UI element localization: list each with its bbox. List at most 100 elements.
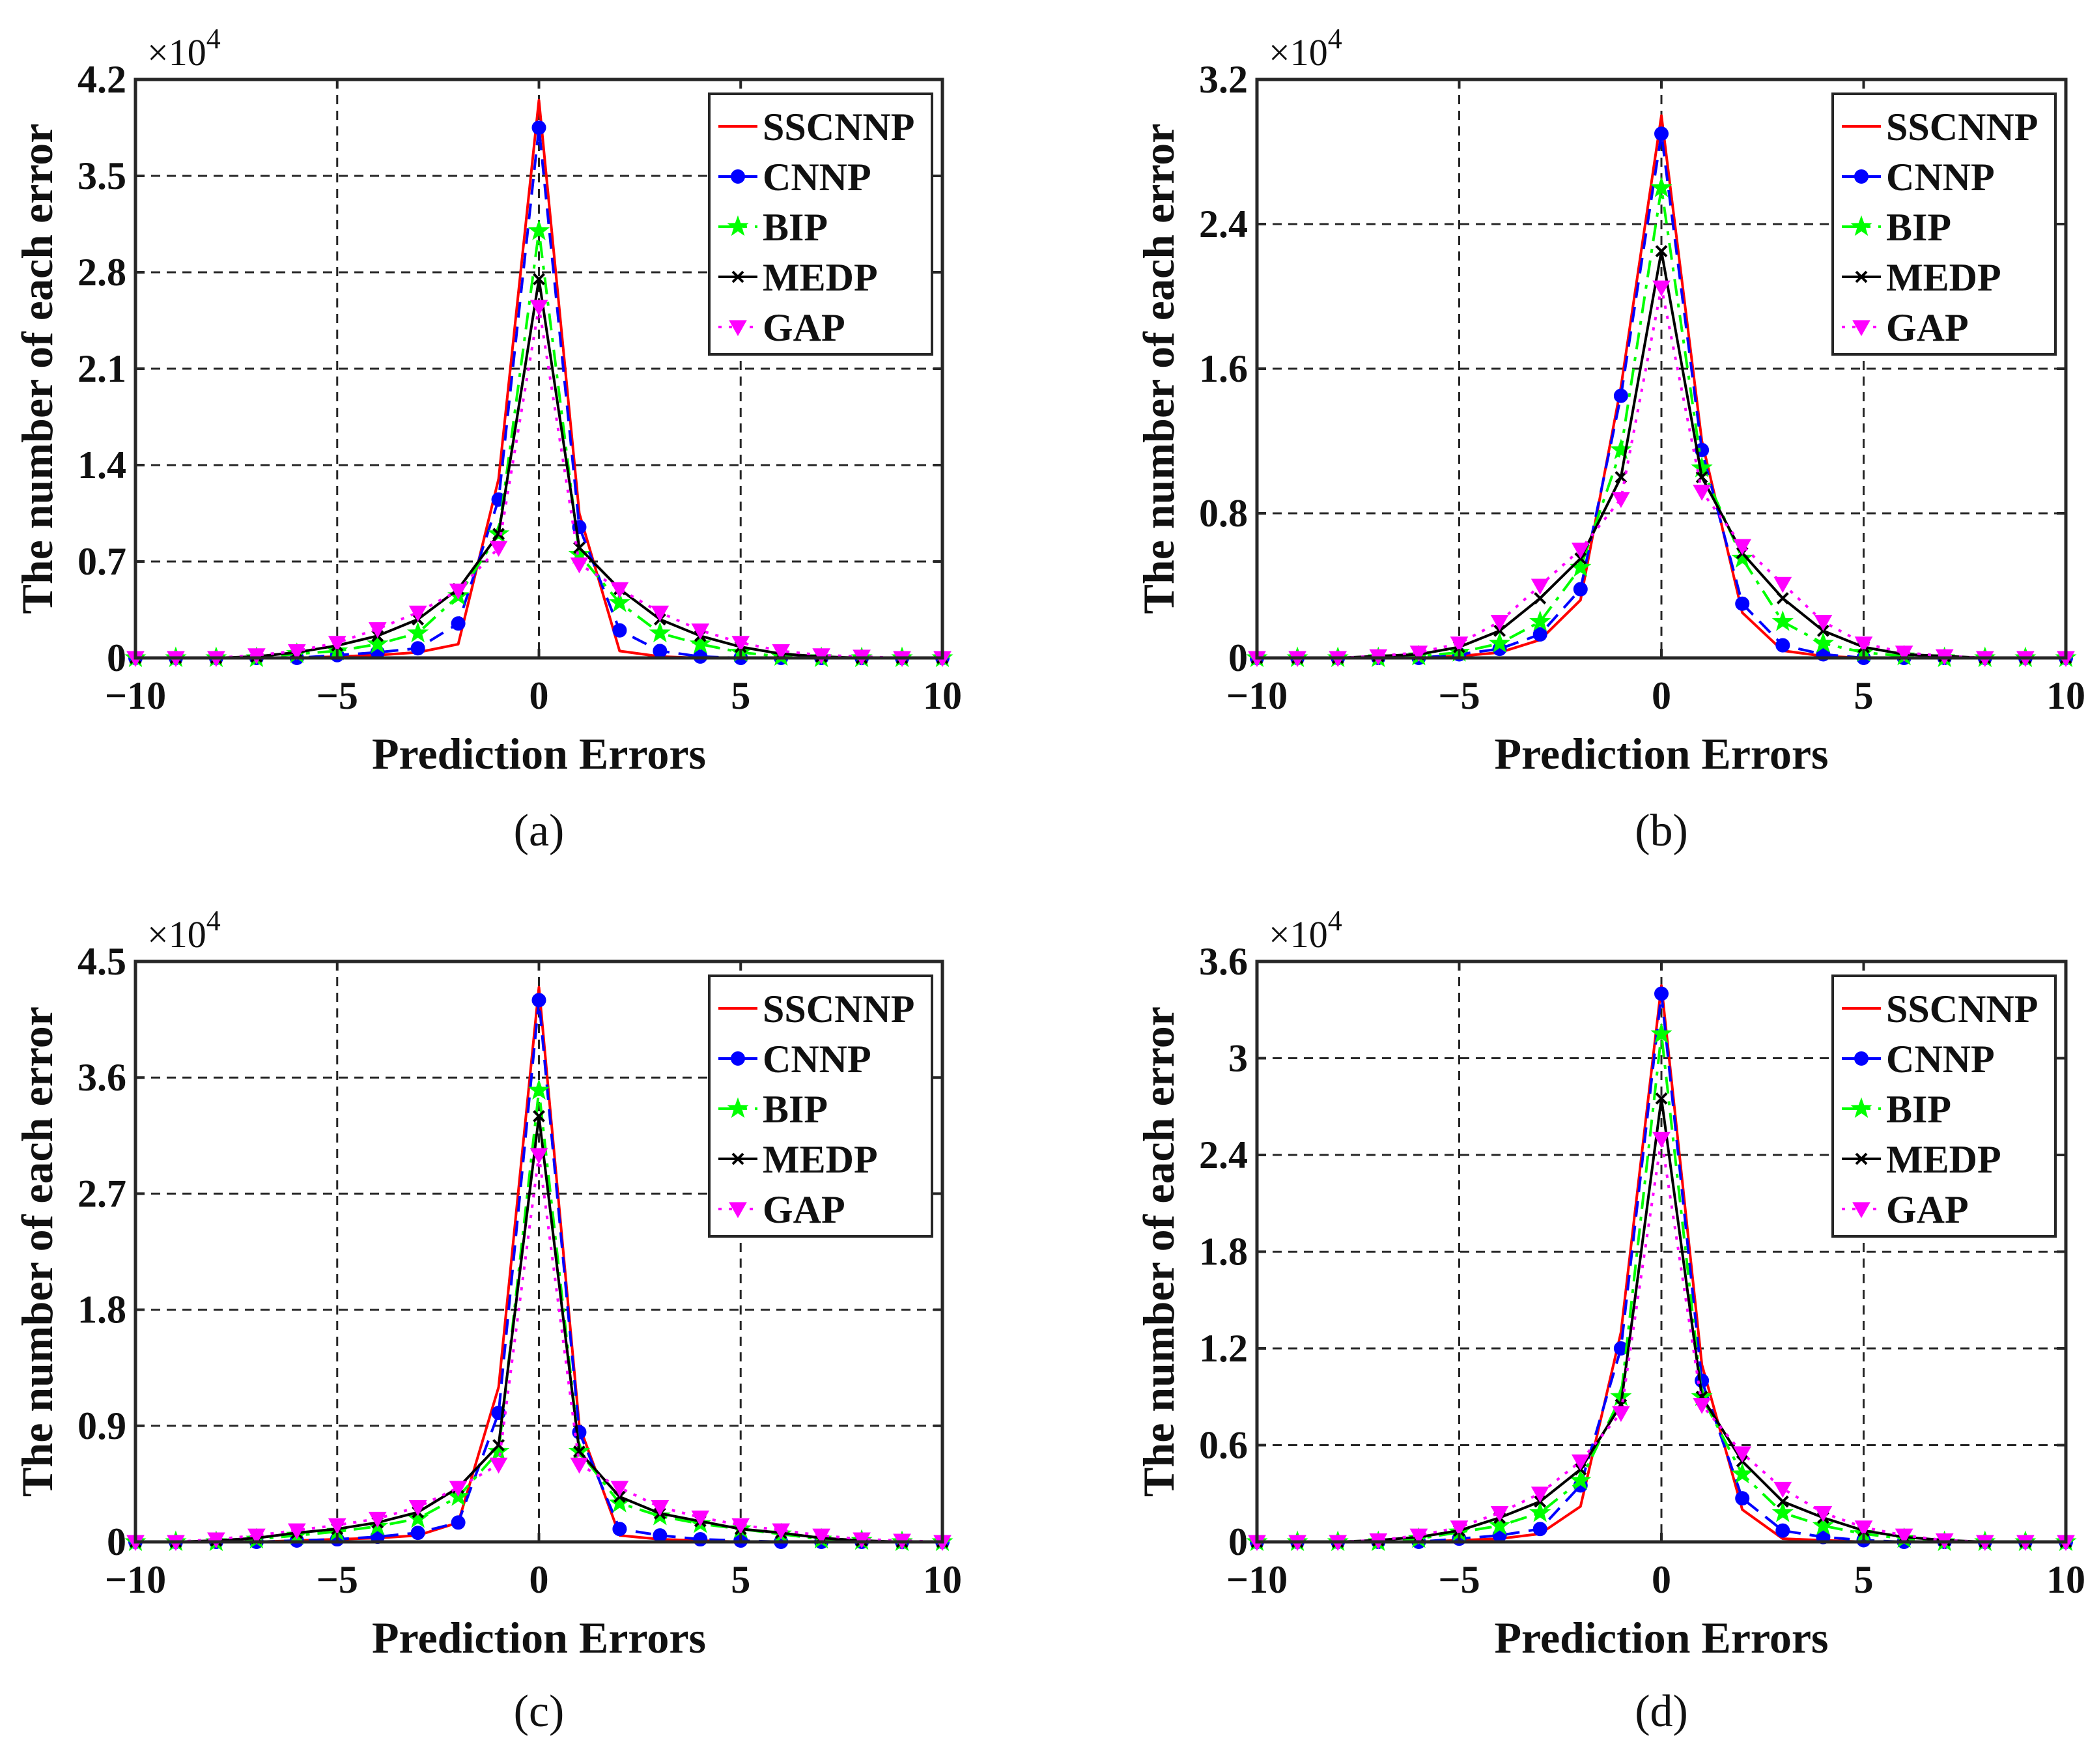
y-tick-label: 3 — [1228, 1037, 1248, 1080]
y-axis-label: The number of each error — [1134, 124, 1183, 614]
data-point-cnnp — [1573, 582, 1588, 597]
y-tick-label: 1.2 — [1199, 1327, 1248, 1370]
y-tick-label: 0.6 — [1199, 1424, 1248, 1467]
y-tick-label: 1.4 — [78, 444, 126, 487]
legend-label: GAP — [763, 1188, 845, 1231]
data-point-bip — [1771, 610, 1794, 631]
data-point-gap — [449, 583, 468, 600]
data-point-gap — [772, 1523, 791, 1540]
data-point-gap — [691, 1510, 710, 1527]
x-tick-label: −5 — [1438, 674, 1480, 717]
data-point-gap — [610, 582, 629, 599]
legend-marker-cnnp — [731, 169, 745, 184]
legend-label: SSCNNP — [763, 988, 914, 1031]
data-point-bip — [367, 633, 389, 653]
data-point-cnnp — [531, 121, 546, 135]
data-point-medp — [1655, 245, 1668, 258]
data-point-bip — [1488, 1514, 1511, 1535]
x-tick-label: 10 — [2046, 674, 2085, 717]
data-point-bip — [487, 1440, 510, 1461]
axis-multiplier: ×104 — [1269, 905, 1342, 956]
x-tick-label: −5 — [317, 1558, 358, 1601]
chart-panel-d: −10 −5 0 5 10 0 0.6 1.2 1.8 2.4 3 3.6 ×104 Prediction… — [1134, 905, 2085, 1737]
data-point-gap — [1773, 1481, 1792, 1498]
data-point-medp — [1655, 1092, 1668, 1105]
data-point-medp — [1776, 592, 1789, 605]
y-tick-label: 0.8 — [1199, 492, 1248, 535]
y-axis-label: The number of each error — [1134, 1006, 1183, 1497]
data-point-gap — [610, 1481, 629, 1497]
x-axis-label: Prediction Errors — [1494, 729, 1828, 778]
data-point-medp — [492, 528, 505, 541]
legend-label: CNNP — [1886, 156, 1995, 199]
x-tick-label: 0 — [1652, 674, 1671, 717]
y-tick-label: 3.6 — [78, 1056, 126, 1099]
x-tick-label: 5 — [731, 1558, 750, 1601]
data-point-gap — [1895, 646, 1913, 662]
x-tick-label: −10 — [105, 674, 166, 717]
data-point-gap — [1409, 646, 1428, 662]
data-point-gap — [1571, 1454, 1590, 1471]
axis-multiplier: ×104 — [147, 23, 221, 74]
x-tick-label: −10 — [1226, 674, 1288, 717]
data-point-gap — [1612, 492, 1630, 508]
data-point-gap — [651, 605, 670, 622]
data-point-bip — [1731, 547, 1753, 568]
panel-caption: (a) — [514, 806, 565, 856]
data-point-medp — [1615, 471, 1628, 483]
y-tick-label: 4.5 — [78, 940, 126, 983]
x-tick-label: −5 — [317, 674, 358, 717]
data-point-gap — [328, 636, 346, 652]
data-point-medp — [1534, 592, 1547, 605]
legend-label: SSCNNP — [1886, 106, 2038, 149]
data-point-cnnp — [612, 623, 627, 638]
x-tick-label: 5 — [1854, 1558, 1874, 1601]
data-point-gap — [1733, 1446, 1752, 1462]
legend-marker-medp — [731, 270, 744, 283]
legend-label: GAP — [1886, 306, 1969, 349]
y-tick-label: 1.8 — [78, 1288, 126, 1331]
data-point-gap — [1450, 1520, 1469, 1537]
y-tick-label: 1.8 — [1199, 1231, 1248, 1273]
data-point-cnnp — [572, 1425, 587, 1440]
y-tick-label: 3.6 — [1199, 940, 1248, 983]
legend-marker-gap — [729, 1202, 747, 1219]
data-point-medp — [573, 1445, 585, 1458]
data-point-gap — [1450, 636, 1469, 653]
legend-label: BIP — [763, 206, 828, 249]
legend-label: BIP — [1886, 1088, 1951, 1131]
y-tick-label: 2.1 — [78, 347, 126, 390]
data-point-bip — [1488, 632, 1511, 653]
data-point-gap — [408, 605, 427, 622]
data-point-gap — [1612, 1406, 1630, 1423]
x-axis-label: Prediction Errors — [372, 729, 706, 778]
data-point-gap — [1490, 615, 1509, 631]
legend-marker-cnnp — [1854, 169, 1869, 184]
data-point-gap — [731, 1518, 750, 1535]
legend-label: MEDP — [763, 1138, 878, 1181]
data-point-cnnp — [451, 1515, 466, 1530]
data-point-gap — [1652, 1131, 1671, 1148]
x-tick-label: 0 — [1652, 1558, 1671, 1601]
data-point-gap — [408, 1500, 427, 1516]
data-point-cnnp — [1735, 1491, 1750, 1506]
legend-label: MEDP — [1886, 256, 2001, 299]
data-point-gap — [247, 648, 266, 664]
data-point-gap — [1854, 1520, 1873, 1537]
legend-label: BIP — [1886, 206, 1951, 249]
data-point-bip — [649, 621, 671, 643]
data-point-gap — [1773, 576, 1792, 593]
y-tick-label: 2.4 — [1199, 1133, 1248, 1176]
data-point-gap — [1733, 539, 1752, 555]
y-tick-label: 2.8 — [78, 251, 126, 294]
data-point-bip — [1570, 1469, 1592, 1490]
panel-caption: (b) — [1635, 806, 1688, 856]
chart-panel-b: −10 −5 0 5 10 0 0.8 1.6 2.4 3.2 ×104 Prediction Err… — [1134, 23, 2085, 856]
axis-multiplier: ×104 — [1269, 23, 1342, 74]
data-point-gap — [1895, 1528, 1913, 1545]
y-tick-label: 0 — [1228, 1520, 1248, 1563]
data-point-gap — [368, 622, 387, 638]
series-gap — [1248, 280, 2075, 668]
data-point-cnnp — [1613, 388, 1628, 403]
data-point-gap — [1409, 1528, 1428, 1545]
